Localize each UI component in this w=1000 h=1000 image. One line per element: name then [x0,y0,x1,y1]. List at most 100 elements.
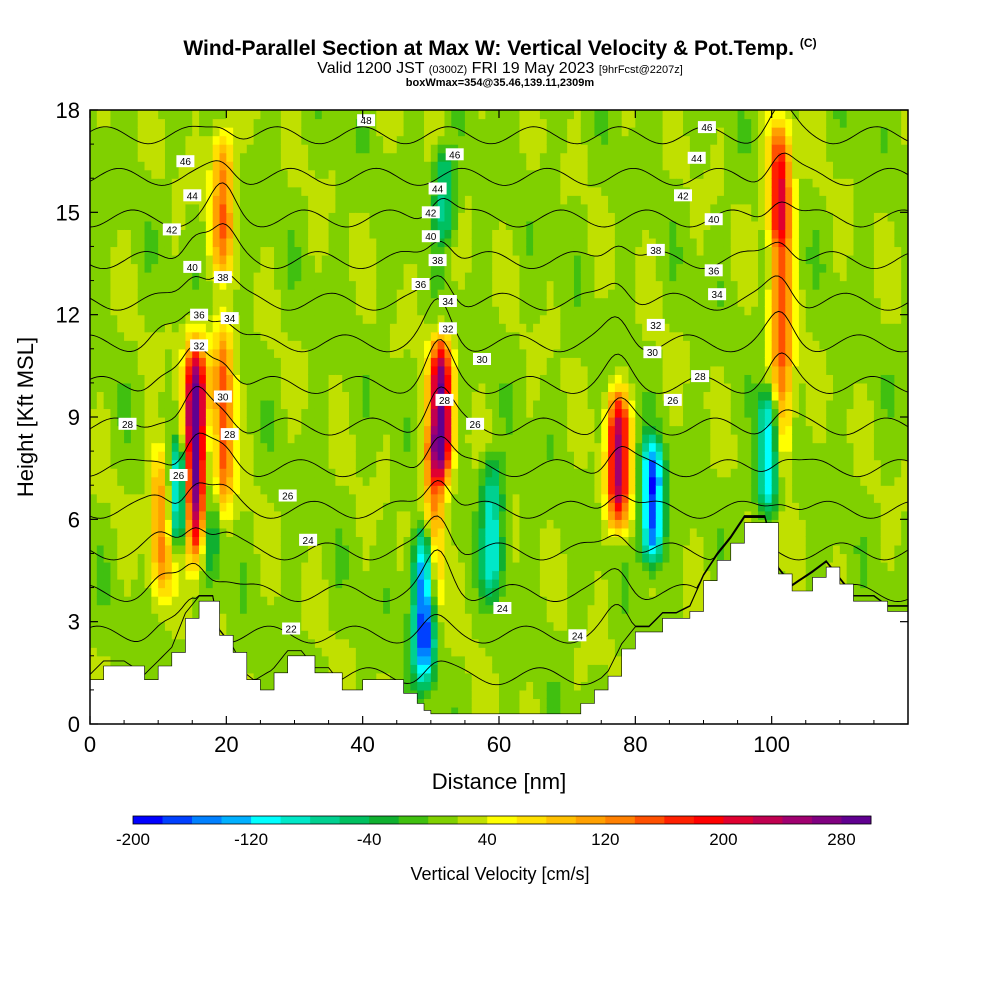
velocity-cell [519,476,527,486]
velocity-cell [96,135,105,145]
velocity-cell [342,272,350,282]
velocity-cell [280,382,289,393]
velocity-cell [137,459,146,469]
velocity-cell [233,510,241,520]
velocity-cell [164,621,173,631]
velocity-cell [471,681,480,691]
velocity-cell [287,519,296,529]
velocity-cell [464,152,473,162]
velocity-cell [417,485,425,495]
velocity-cell [328,127,336,137]
velocity-cell [424,613,432,623]
velocity-cell [110,544,118,555]
velocity-cell [376,382,384,393]
velocity-cell [539,672,548,682]
velocity-cell [383,459,391,469]
velocity-cell [301,408,309,418]
velocity-cell [492,195,500,205]
velocity-cell [403,638,411,648]
velocity-cell [349,502,357,512]
velocity-cell [280,451,289,461]
velocity-cell [526,110,534,120]
velocity-cell [362,212,371,222]
velocity-cell [499,587,507,597]
velocity-cell [464,442,473,452]
velocity-cell [144,289,152,299]
velocity-cell [471,613,480,623]
velocity-cell [144,510,152,520]
velocity-cell [233,459,241,469]
velocity-cell [396,561,405,572]
velocity-cell [519,638,527,648]
velocity-cell [492,348,500,358]
velocity-cell [301,417,309,427]
velocity-cell [199,502,207,512]
velocity-cell [253,195,262,205]
velocity-cell [362,382,371,393]
velocity-cell [430,195,439,205]
velocity-cell [321,561,330,572]
velocity-cell [321,399,330,410]
velocity-cell [103,493,112,503]
velocity-cell [280,186,289,196]
velocity-cell [383,220,391,230]
velocity-cell [464,621,473,631]
velocity-cell [505,544,514,555]
velocity-cell [383,203,391,213]
velocity-cell [369,365,377,375]
velocity-cell [430,493,439,503]
velocity-cell [396,118,405,128]
velocity-cell [137,527,146,537]
velocity-cell [471,391,480,401]
velocity-cell [533,630,541,640]
velocity-cell [280,434,289,444]
velocity-cell [171,254,180,265]
velocity-cell [342,127,350,137]
velocity-cell [110,118,118,128]
velocity-cell [546,357,555,367]
velocity-cell [226,212,234,222]
velocity-cell [560,655,568,665]
velocity-cell [301,161,309,171]
velocity-cell [103,127,112,137]
velocity-cell [144,544,152,555]
velocity-cell [239,169,248,179]
velocity-cell [246,408,255,418]
velocity-cell [314,604,323,614]
velocity-cell [403,596,411,606]
velocity-cell [355,391,364,401]
velocity-cell [260,297,268,307]
velocity-cell [110,178,118,188]
velocity-cell [533,272,541,282]
velocity-cell [499,553,507,563]
velocity-cell [280,246,289,256]
velocity-cell [519,178,527,188]
velocity-cell [437,374,446,384]
velocity-cell [321,229,330,239]
velocity-cell [485,476,493,486]
velocity-cell [526,698,534,708]
velocity-cell [205,152,214,162]
velocity-cell [335,161,343,171]
velocity-cell [328,630,336,640]
velocity-cell [546,655,555,665]
velocity-cell [342,118,350,128]
velocity-cell [308,570,316,580]
velocity-cell [103,468,112,478]
velocity-cell [110,630,118,640]
velocity-cell [151,135,159,145]
velocity-cell [451,331,459,341]
velocity-cell [417,664,425,674]
velocity-cell [205,442,214,452]
velocity-cell [301,118,309,128]
velocity-cell [376,587,384,597]
velocity-cell [199,519,207,529]
velocity-cell [144,672,152,682]
velocity-cell [444,169,452,179]
velocity-cell [403,527,411,537]
velocity-cell [90,442,98,452]
velocity-cell [355,468,364,478]
velocity-cell [328,587,336,597]
velocity-cell [260,468,268,478]
velocity-cell [185,297,193,307]
